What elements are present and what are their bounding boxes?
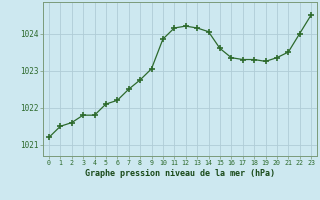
X-axis label: Graphe pression niveau de la mer (hPa): Graphe pression niveau de la mer (hPa) bbox=[85, 169, 275, 178]
